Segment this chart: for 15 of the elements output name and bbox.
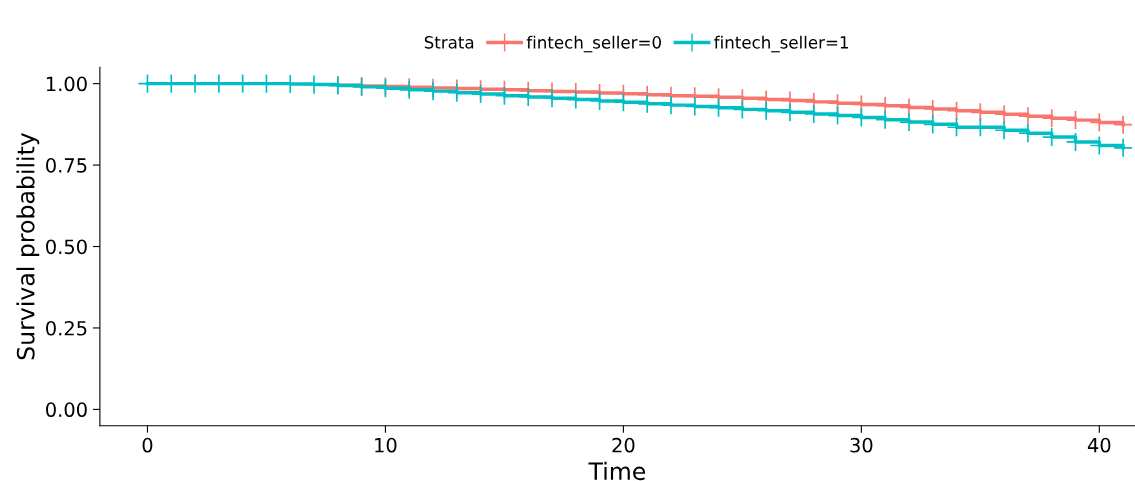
y-axis-title: Survival probability bbox=[16, 132, 40, 360]
x-tick-label: 0 bbox=[142, 437, 153, 453]
y-tick-label: 0.00 bbox=[46, 402, 87, 418]
x-tick-label: 20 bbox=[612, 437, 635, 453]
y-tick-label: 0.75 bbox=[46, 158, 87, 173]
x-tick-label: 30 bbox=[850, 437, 873, 453]
x-tick-label: 40 bbox=[1087, 437, 1111, 453]
y-tick-label: 1.00 bbox=[46, 76, 87, 92]
legend-label: fintech_seller=0 bbox=[526, 35, 661, 53]
x-tick-label: 10 bbox=[375, 437, 397, 453]
y-tick-label: 0.25 bbox=[46, 320, 87, 336]
legend-title: Strata bbox=[424, 36, 474, 49]
x-axis-title: Time bbox=[588, 461, 646, 481]
legend-label: fintech_seller=1 bbox=[714, 35, 848, 53]
y-tick-label: 0.50 bbox=[46, 239, 87, 255]
